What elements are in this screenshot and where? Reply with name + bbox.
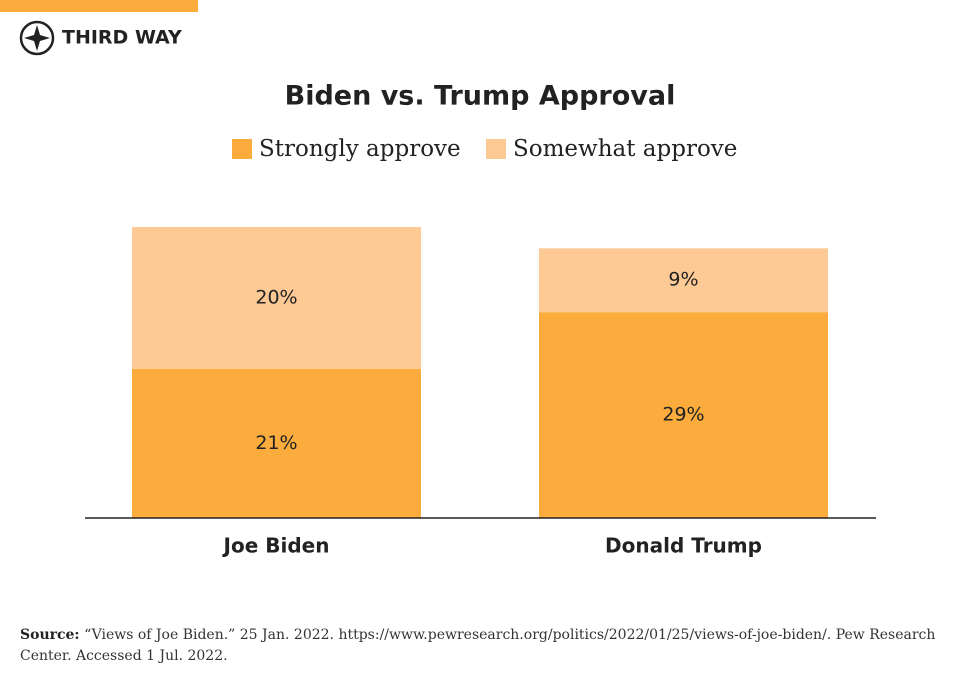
legend-swatch [232,139,252,159]
legend-label: Strongly approve [259,136,461,162]
legend-swatch [486,139,506,159]
bar-segment [132,368,421,518]
source-text: “Views of Joe Biden.” 25 Jan. 2022. http… [20,627,936,664]
source: Source: “Views of Joe Biden.” 25 Jan. 20… [20,625,940,667]
bar-segment [539,248,828,313]
data-label: 20% [255,286,297,308]
data-label: 29% [662,404,704,426]
logo-text: THIRD WAY [62,27,182,49]
x-tick-label: Donald Trump [605,534,762,558]
legend-label: Somewhat approve [513,136,737,162]
chart-title: Biden vs. Trump Approval [285,81,676,112]
logo-icon [19,20,55,56]
x-tick-label: Joe Biden [222,534,330,558]
bar-segment [539,312,828,518]
data-label: 21% [255,432,297,454]
source-label: Source: [20,627,80,643]
bar-segment [132,227,421,369]
data-label: 9% [668,269,698,291]
brand-bar [0,0,198,12]
